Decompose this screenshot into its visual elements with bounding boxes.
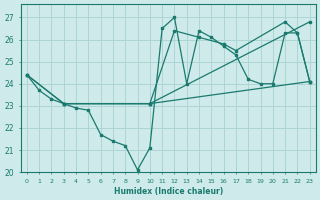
- X-axis label: Humidex (Indice chaleur): Humidex (Indice chaleur): [114, 187, 223, 196]
